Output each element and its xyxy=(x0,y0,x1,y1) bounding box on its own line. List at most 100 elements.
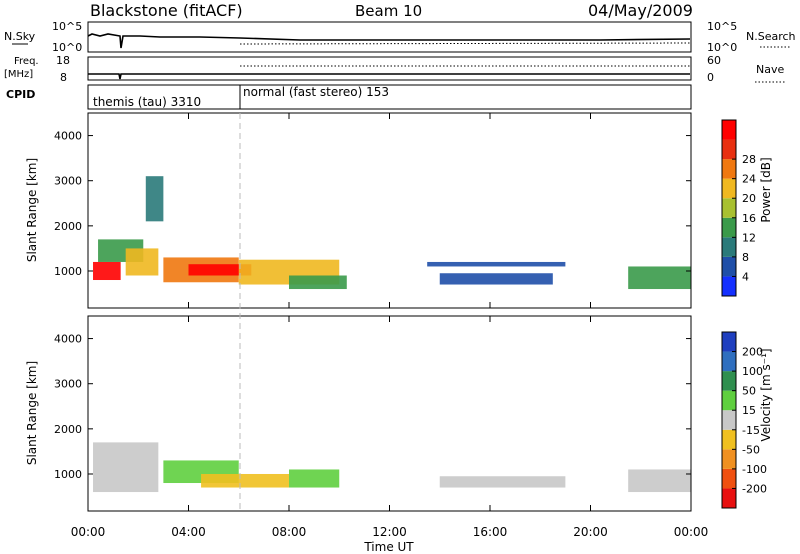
colorbar-tick-label: -100 xyxy=(742,463,767,476)
y-tick-label: 4000 xyxy=(54,333,82,346)
nave-label: Nave xyxy=(756,63,784,76)
cpid-panel-frame xyxy=(87,84,692,110)
colorbar-segment xyxy=(722,276,736,296)
freq-trace xyxy=(88,73,690,80)
velocity-ylabel: Slant Range [km] xyxy=(25,361,39,465)
y-tick-label: 2000 xyxy=(54,220,82,233)
nsky-tick-high: 10^5 xyxy=(52,20,82,33)
colorbar-tick-label: 12 xyxy=(742,231,756,244)
nave-tick-high: 60 xyxy=(707,54,721,67)
x-tick-label: 08:00 xyxy=(272,525,307,539)
freq-tick-high: 18 xyxy=(56,54,70,67)
colorbar-segment xyxy=(722,371,736,391)
colorbar-tick-label: 50 xyxy=(742,385,756,398)
heatmap-region xyxy=(125,248,159,276)
colorbar-tick-label: 4 xyxy=(742,270,749,283)
cpid-mode-2: normal (fast stereo) 153 xyxy=(243,85,389,99)
velocity-heatmap-marks xyxy=(93,442,691,493)
x-tick-label: 00:00 xyxy=(71,525,106,539)
colorbar-segment xyxy=(722,332,736,352)
colorbar-segment xyxy=(722,488,736,508)
nsky-trace xyxy=(87,33,691,49)
freq-unit: [MHz] xyxy=(4,69,33,80)
colorbar-tick-label: -15 xyxy=(742,424,760,437)
colorbar-frame xyxy=(721,331,737,509)
heatmap-region xyxy=(93,261,121,281)
beam-title: Beam 10 xyxy=(355,2,422,20)
date-title: 04/May/2009 xyxy=(588,1,693,20)
heatmap-region xyxy=(628,469,691,493)
x-tick-label: 20:00 xyxy=(573,525,608,539)
colorbar-segment xyxy=(722,429,736,450)
colorbar-tick-label: 8 xyxy=(742,251,749,264)
x-tick-label: 16:00 xyxy=(473,525,508,539)
xaxis-label: Time UT xyxy=(363,540,414,554)
cpid-label: CPID xyxy=(6,88,35,101)
colorbar-tick-label: 100 xyxy=(742,365,763,378)
colorbar-tick-label: 24 xyxy=(742,173,756,186)
colorbar-segment xyxy=(722,198,736,218)
y-tick-label: 1000 xyxy=(54,265,82,278)
nsearch-label: N.Search xyxy=(746,30,796,43)
y-tick-label: 4000 xyxy=(54,130,82,143)
colorbar-tick-label: 20 xyxy=(742,192,756,205)
nsky-tick-low: 10^0 xyxy=(52,41,82,54)
nsearch-trace xyxy=(239,42,691,45)
colorbar-segment xyxy=(722,178,736,199)
colorbar-segment xyxy=(722,410,736,430)
colorbar-segment xyxy=(722,468,736,489)
freq-tick-low: 8 xyxy=(60,71,67,84)
power-heatmap-marks xyxy=(93,176,691,290)
x-tick-label: 12:00 xyxy=(372,525,407,539)
colorbar-segment xyxy=(722,351,736,372)
heatmap-region xyxy=(439,273,553,285)
colorbar-segment xyxy=(722,256,736,277)
heatmap-region xyxy=(93,442,159,493)
heatmap-region xyxy=(289,275,347,290)
nsearch-tick-low: 10^0 xyxy=(707,41,737,54)
colorbar-tick-label: 200 xyxy=(742,346,763,359)
x-tick-label: 04:00 xyxy=(171,525,206,539)
colorbar-segment xyxy=(722,237,736,257)
x-tick-label: 00:00 xyxy=(674,525,709,539)
heatmap-region xyxy=(439,476,566,488)
freq-panel-frame xyxy=(87,56,692,81)
heatmap-region xyxy=(427,261,566,267)
colorbar-segment xyxy=(722,120,736,140)
colorbar-tick-label: 28 xyxy=(742,153,756,166)
nsearch-tick-high: 10^5 xyxy=(707,20,737,33)
colorbar-segment xyxy=(722,449,736,469)
heatmap-region xyxy=(145,176,164,222)
heatmap-region xyxy=(628,266,691,290)
colorbar-frame xyxy=(721,119,737,297)
y-tick-label: 2000 xyxy=(54,423,82,436)
velocity-colorbar: 200 100 50 15 -15 -50 -100 -200 xyxy=(721,331,767,509)
colorbar-segment xyxy=(722,217,736,238)
y-tick-label: 3000 xyxy=(54,378,82,391)
colorbar-tick-label: -200 xyxy=(742,482,767,495)
power-y-axis: 1000 2000 3000 4000 xyxy=(54,130,691,278)
nsky-panel-frame xyxy=(87,21,692,53)
colorbar-segment xyxy=(722,139,736,160)
velocity-colorbar-label: Velocity [m s⁻¹] xyxy=(759,348,773,441)
colorbar-tick-label: 16 xyxy=(742,212,756,225)
colorbar-tick-label: 15 xyxy=(742,404,756,417)
nsky-label: N.Sky xyxy=(4,30,36,43)
time-axis: 00:00 04:00 08:00 12:00 16:00 20:00 00:00 xyxy=(71,113,709,539)
colorbar-segment xyxy=(722,390,736,411)
heatmap-region xyxy=(201,473,289,488)
nave-tick-low: 0 xyxy=(707,71,714,84)
heatmap-region xyxy=(188,264,252,276)
power-ylabel: Slant Range [km] xyxy=(25,158,39,262)
freq-label: Freq. xyxy=(14,56,39,67)
cpid-mode-1: themis (tau) 3310 xyxy=(93,95,201,109)
power-colorbar: 4 8 12 16 20 24 28 xyxy=(721,119,756,297)
colorbar-tick-label: -50 xyxy=(742,443,760,456)
y-tick-label: 1000 xyxy=(54,468,82,481)
y-tick-label: 3000 xyxy=(54,175,82,188)
power-colorbar-label: Power [dB] xyxy=(759,157,773,222)
station-title: Blackstone (fitACF) xyxy=(90,1,243,20)
heatmap-region xyxy=(289,469,340,488)
colorbar-segment xyxy=(722,159,736,179)
